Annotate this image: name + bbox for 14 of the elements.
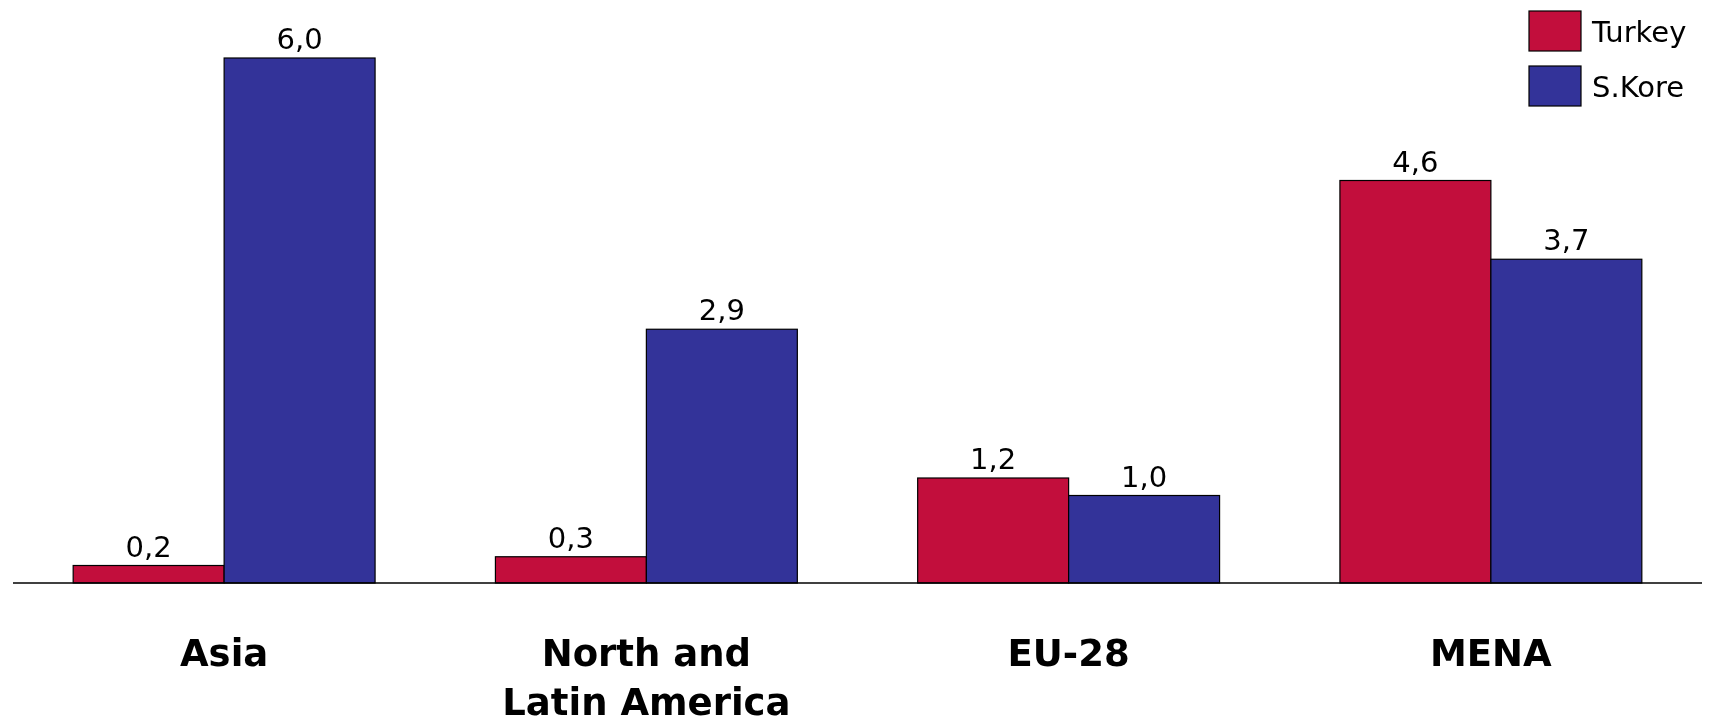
data-label: 2,9 bbox=[698, 293, 745, 328]
legend-label: Turkey bbox=[1591, 15, 1687, 49]
x-tick-label: MENA bbox=[1430, 632, 1553, 675]
data-label: 6,0 bbox=[276, 22, 323, 56]
data-label: 0,2 bbox=[125, 529, 172, 564]
x-tick-label: North and Latin America bbox=[502, 632, 791, 720]
x-tick-label: Asia bbox=[179, 632, 269, 675]
data-label: 1,2 bbox=[970, 442, 1017, 476]
data-label: 4,6 bbox=[1392, 144, 1439, 179]
x-tick-label: EU-28 bbox=[1007, 632, 1130, 675]
data-label: 1,0 bbox=[1121, 459, 1168, 494]
data-label: 0,3 bbox=[547, 520, 594, 555]
data-label: 3,7 bbox=[1543, 223, 1590, 258]
legend-label: S.Kore bbox=[1592, 70, 1685, 104]
